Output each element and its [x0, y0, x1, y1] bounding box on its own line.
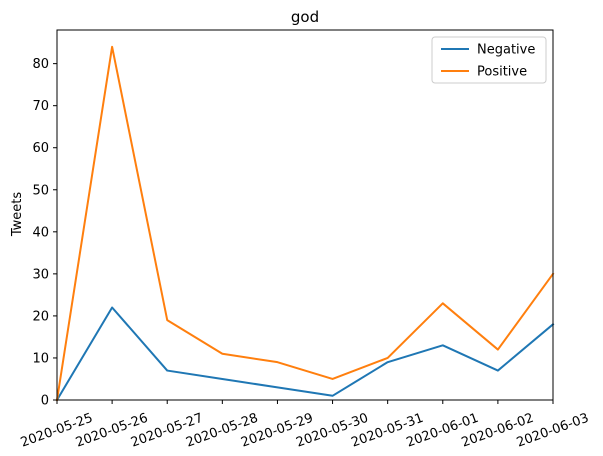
legend-label-positive: Positive	[477, 65, 527, 80]
series-line-negative	[55, 306, 555, 402]
y-axis-label: Tweets	[10, 192, 25, 238]
y-tick-label: 10	[32, 351, 49, 366]
y-tick-label: 40	[32, 225, 49, 240]
y-tick-label: 0	[41, 394, 49, 409]
plot-frame	[56, 29, 554, 401]
y-tick-label: 70	[32, 99, 49, 114]
legend-label-negative: Negative	[477, 43, 535, 58]
plot-area: 010203040506070802020-05-252020-05-26202…	[19, 29, 591, 451]
series-line-positive	[55, 45, 555, 402]
y-tick-label: 20	[32, 309, 49, 324]
y-tick-label: 60	[32, 141, 49, 156]
y-tick-label: 30	[32, 267, 49, 282]
y-tick-label: 50	[32, 183, 49, 198]
chart-title: god	[291, 8, 319, 26]
y-tick-label: 80	[32, 57, 49, 72]
